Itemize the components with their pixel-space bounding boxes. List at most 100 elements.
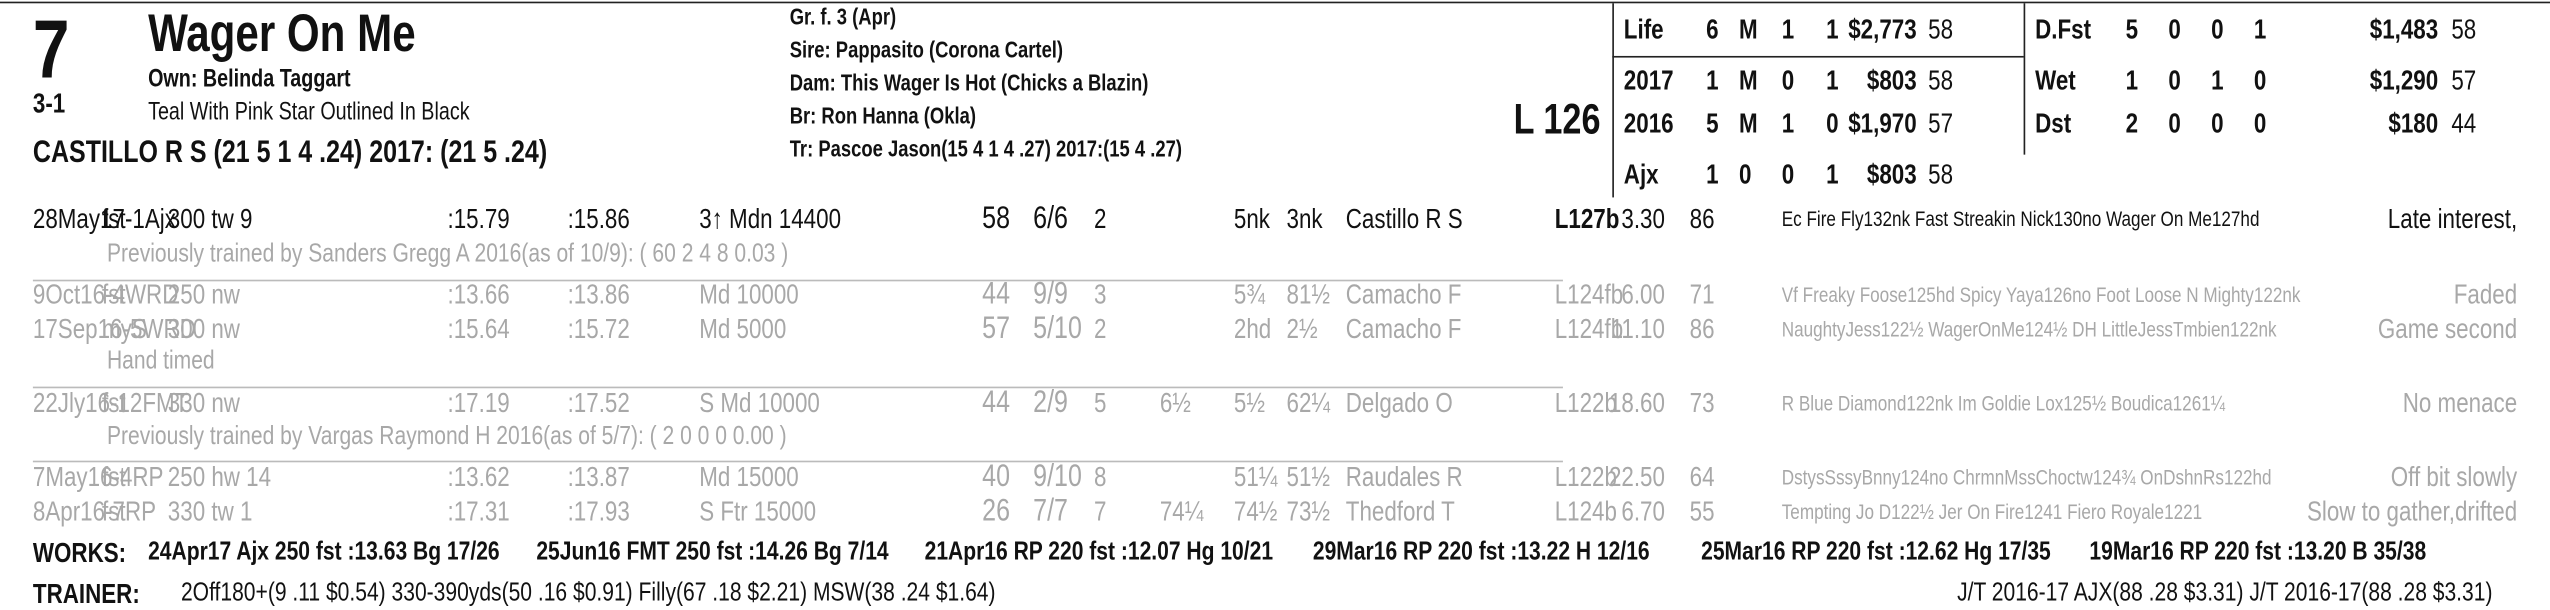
race-cell: L124fb [1554,313,1624,345]
stat-cell: M [1738,13,1758,46]
stat-cell: 1 [1781,13,1795,46]
race-cell: NaughtyJess122½ WagerOnMe124½ DH LittleJ… [1781,316,2277,342]
race-cell: :17.93 [567,496,630,528]
race-cell: 2hd [1233,313,1272,345]
race-cell: :13.87 [567,461,630,493]
race-cell: :13.86 [567,278,630,311]
race-cell: 8 [1094,461,1107,493]
race-cell: 40 [982,459,1011,495]
stat-cell: 0 [1826,107,1839,140]
race-cell: 3.30 [1621,203,1665,235]
stat-cell: 1 [1706,64,1719,97]
race-cell: Thedford T [1345,496,1455,528]
stat-cell: 0 [2211,13,2224,46]
race-cell: 330 tw 1 [167,496,253,528]
race-cell: 300 nw [167,313,240,345]
race-cell: Tempting Jo D122½ Jer On Fire1241 Fiero … [1781,499,2203,524]
breeder: Br: Ron Hanna (Okla) [789,102,977,129]
race-cell: No menace [2402,387,2518,419]
race-cell: 2/9 [1033,385,1068,421]
race-cell: L122b [1554,387,1617,419]
race-cell: 73½ [1286,496,1331,528]
work: 19Mar16 RP 220 fst :13.20 B 35/38 [2089,537,2427,566]
race-cell: 81½ [1286,278,1331,311]
race-cell: fst [102,278,126,311]
race-cell: Vf Freaky Foose125hd Spicy Yaya126no Foo… [1781,282,2301,307]
race-cell: :15.64 [447,313,510,345]
race-cell: 5 [1094,387,1107,419]
work: 25Mar16 RP 220 fst :12.62 Hg 17/35 [1701,537,2051,566]
stat-cell: $2,773 [1848,13,1917,46]
stat-cell: 0 [2168,107,2181,140]
race-cell: 3↑ Mdn 14400 [699,203,842,235]
morning-line: 3-1 [32,88,66,120]
race-cell: Late interest, [2387,203,2518,235]
race-cell: 44 [982,385,1011,421]
race-cell: L122b [1554,461,1617,493]
stat-cell: $1,970 [1848,107,1917,140]
stat-cell: M [1738,107,1758,140]
race-cell: 6.00 [1621,278,1665,311]
race-cell: 6.70 [1621,496,1665,528]
stat-cell: 0 [2168,13,2181,46]
stat-cell: 0 [1738,158,1752,191]
race-cell: :13.62 [447,461,510,493]
race-cell: 250 hw 14 [167,461,272,493]
race-cell: DstysSssyBnny124no ChrmnMssChoctw124¾ On… [1781,464,2272,490]
race-cell: 11.10 [1610,313,1665,345]
stat-cell: Ajx [1623,158,1659,191]
stat-cell: 0 [2168,64,2181,97]
race-cell: 7May16-4RP [32,461,164,493]
stat-cell: 0 [2253,64,2267,97]
race-cell: 2 [1094,313,1107,345]
race-cell: Camacho F [1345,313,1462,345]
race-cell: 26 [982,494,1011,529]
race-cell: 58 [982,201,1011,237]
race-cell: 2½ [1286,313,1318,345]
horse-name: Wager On Me [148,3,416,63]
box-rule [2023,3,2026,155]
race-cell: 74¼ [1159,496,1204,528]
race-cell: 9/10 [1033,459,1082,495]
stat-cell: Dst [2035,107,2072,140]
race-cell: Castillo R S [1345,203,1463,235]
sex-age: Gr. f. 3 (Apr) [789,3,897,30]
top-rule [0,1,2550,4]
race-cell: 22Jly16-12FMT [32,387,189,419]
trainer-change-note: Previously trained by Vargas Raymond H 2… [106,422,787,451]
silks: Teal With Pink Star Outlined In Black [148,97,470,126]
race-cell: 73 [1689,387,1715,419]
row-rule [32,279,1563,282]
race-cell: 86 [1689,313,1715,345]
owner: Own: Belinda Taggart [148,64,351,93]
stat-cell: 44 [2451,107,2477,140]
race-cell: Camacho F [1345,278,1462,311]
race-cell: 7/7 [1033,494,1068,529]
stat-cell: 1 [1826,158,1839,191]
trainer-change-note: Hand timed [106,347,215,376]
stat-cell: $803 [1866,158,1917,191]
stat-cell: Wet [2035,64,2076,97]
race-cell: :17.19 [447,387,510,419]
stat-cell: 1 [1781,107,1795,140]
race-cell: 44 [982,277,1011,312]
race-cell: 57 [982,311,1011,347]
works-label: WORKS: [32,537,127,569]
race-cell: 55 [1689,496,1715,528]
stat-cell: 58 [2451,13,2477,46]
race-cell: :15.72 [567,313,630,345]
work: 21Apr16 RP 220 fst :12.07 Hg 10/21 [924,537,1274,566]
race-cell: fst [102,387,126,419]
race-cell: 300 tw 9 [167,203,253,235]
race-cell: 6½ [1159,387,1191,419]
race-cell: 7 [1094,496,1107,528]
stat-cell: 5 [2125,13,2139,46]
work: 24Apr17 Ajx 250 fst :13.63 Bg 17/26 [148,537,500,566]
race-cell: :17.31 [447,496,510,528]
stat-cell: $180 [2388,107,2439,140]
row-rule [32,460,1563,463]
stat-cell: 0 [1781,64,1795,97]
stat-cell: 1 [2253,13,2267,46]
box-rule [1612,3,1614,198]
